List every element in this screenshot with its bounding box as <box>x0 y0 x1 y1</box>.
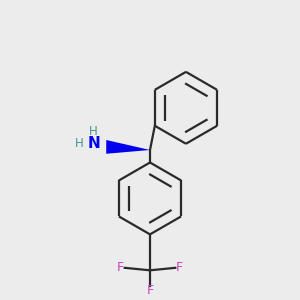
Text: H: H <box>75 137 84 150</box>
Text: N: N <box>87 136 100 151</box>
Text: F: F <box>146 284 154 297</box>
Text: F: F <box>176 261 183 274</box>
Text: F: F <box>117 261 124 274</box>
Polygon shape <box>106 140 150 154</box>
Text: H: H <box>89 125 98 138</box>
